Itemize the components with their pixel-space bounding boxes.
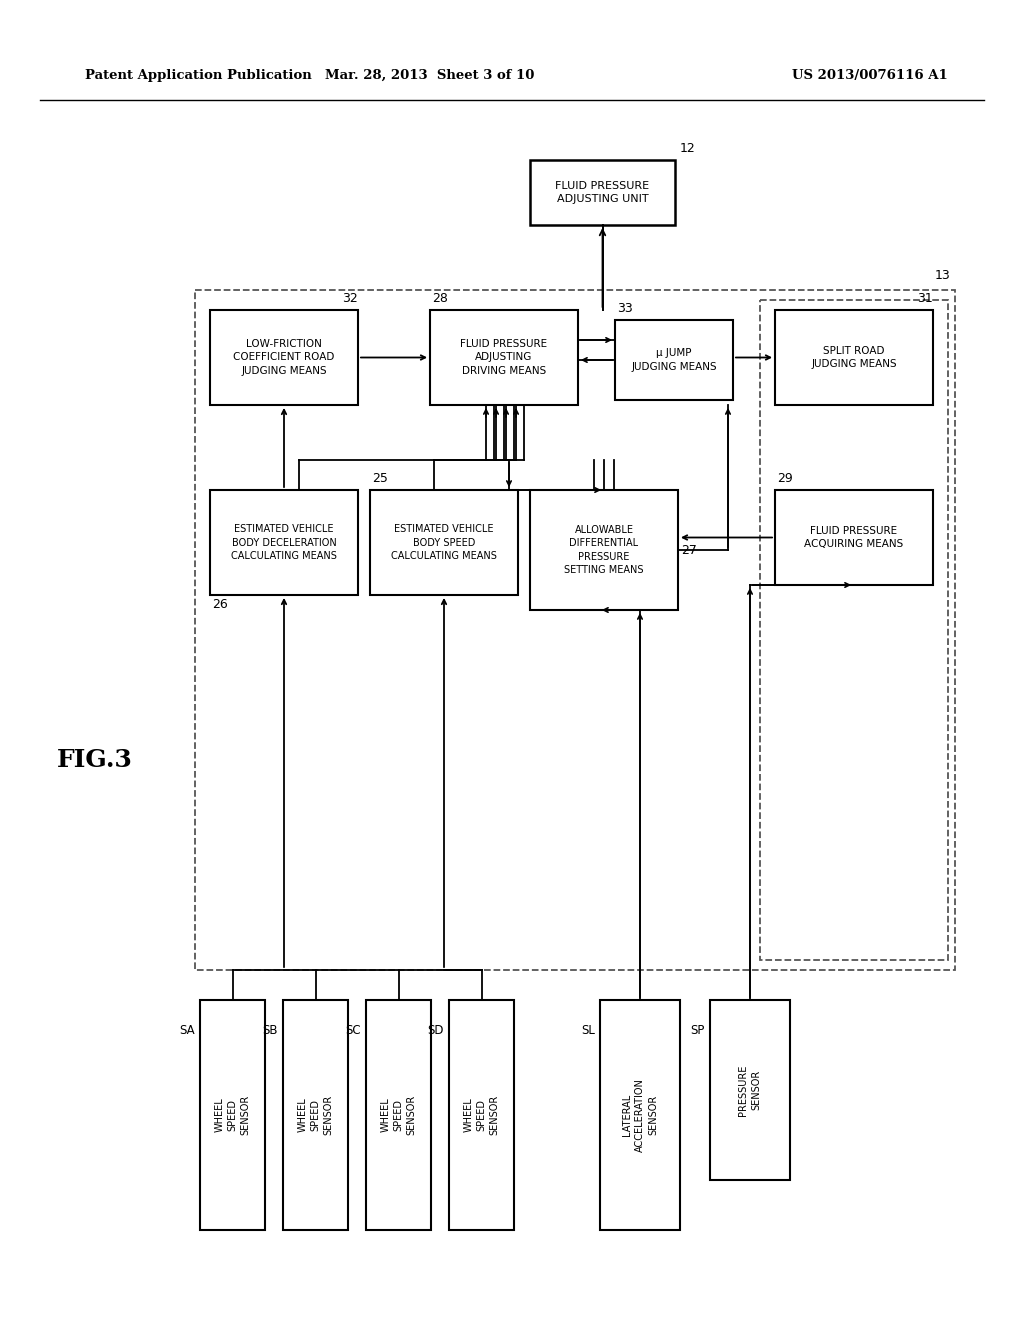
Bar: [283, 1001, 348, 1230]
Bar: [600, 1001, 680, 1230]
Text: ALLOWABLE
DIFFERENTIAL
PRESSURE
SETTING MEANS: ALLOWABLE DIFFERENTIAL PRESSURE SETTING …: [564, 525, 644, 574]
Bar: [210, 310, 358, 405]
Text: LOW-FRICTION
COEFFICIENT ROAD
JUDGING MEANS: LOW-FRICTION COEFFICIENT ROAD JUDGING ME…: [233, 339, 335, 376]
Text: WHEEL
SPEED
SENSOR: WHEEL SPEED SENSOR: [297, 1094, 334, 1135]
Text: 27: 27: [681, 544, 697, 557]
Text: WHEEL
SPEED
SENSOR: WHEEL SPEED SENSOR: [214, 1094, 251, 1135]
Bar: [775, 490, 933, 585]
Text: 33: 33: [617, 302, 633, 315]
Text: 26: 26: [212, 598, 227, 611]
Text: SP: SP: [690, 1023, 705, 1036]
Text: LATERAL
ACCELERATION
SENSOR: LATERAL ACCELERATION SENSOR: [622, 1078, 658, 1152]
Text: ESTIMATED VEHICLE
BODY SPEED
CALCULATING MEANS: ESTIMATED VEHICLE BODY SPEED CALCULATING…: [391, 524, 497, 561]
Text: 13: 13: [934, 269, 950, 282]
Text: SL: SL: [582, 1023, 595, 1036]
Bar: [760, 300, 948, 960]
Bar: [775, 310, 933, 405]
Text: WHEEL
SPEED
SENSOR: WHEEL SPEED SENSOR: [380, 1094, 417, 1135]
Bar: [200, 1001, 265, 1230]
Text: FLUID PRESSURE
ADJUSTING UNIT: FLUID PRESSURE ADJUSTING UNIT: [555, 181, 649, 205]
Bar: [530, 490, 678, 610]
Text: WHEEL
SPEED
SENSOR: WHEEL SPEED SENSOR: [463, 1094, 500, 1135]
Text: ESTIMATED VEHICLE
BODY DECELERATION
CALCULATING MEANS: ESTIMATED VEHICLE BODY DECELERATION CALC…: [231, 524, 337, 561]
Bar: [710, 1001, 790, 1180]
Text: Mar. 28, 2013  Sheet 3 of 10: Mar. 28, 2013 Sheet 3 of 10: [326, 69, 535, 82]
Text: SD: SD: [427, 1023, 444, 1036]
Text: FLUID PRESSURE
ACQUIRING MEANS: FLUID PRESSURE ACQUIRING MEANS: [805, 525, 903, 549]
Text: FLUID PRESSURE
ADJUSTING
DRIVING MEANS: FLUID PRESSURE ADJUSTING DRIVING MEANS: [461, 339, 548, 376]
Bar: [370, 490, 518, 595]
Bar: [615, 319, 733, 400]
Bar: [195, 290, 955, 970]
Text: Patent Application Publication: Patent Application Publication: [85, 69, 311, 82]
Text: 29: 29: [777, 473, 793, 484]
Text: SB: SB: [262, 1023, 278, 1036]
Text: 25: 25: [372, 473, 388, 484]
Bar: [530, 160, 675, 224]
Text: μ JUMP
JUDGING MEANS: μ JUMP JUDGING MEANS: [631, 348, 717, 372]
Text: FIG.3: FIG.3: [57, 748, 133, 772]
Bar: [210, 490, 358, 595]
Text: SA: SA: [179, 1023, 195, 1036]
Text: 28: 28: [432, 292, 447, 305]
Bar: [366, 1001, 431, 1230]
Text: SC: SC: [345, 1023, 361, 1036]
Text: 32: 32: [342, 292, 358, 305]
Text: PRESSURE
SENSOR: PRESSURE SENSOR: [738, 1064, 762, 1115]
Bar: [430, 310, 578, 405]
Text: 31: 31: [918, 292, 933, 305]
Bar: [449, 1001, 514, 1230]
Text: SPLIT ROAD
JUDGING MEANS: SPLIT ROAD JUDGING MEANS: [811, 346, 897, 370]
Text: US 2013/0076116 A1: US 2013/0076116 A1: [793, 69, 948, 82]
Text: 12: 12: [680, 143, 695, 154]
